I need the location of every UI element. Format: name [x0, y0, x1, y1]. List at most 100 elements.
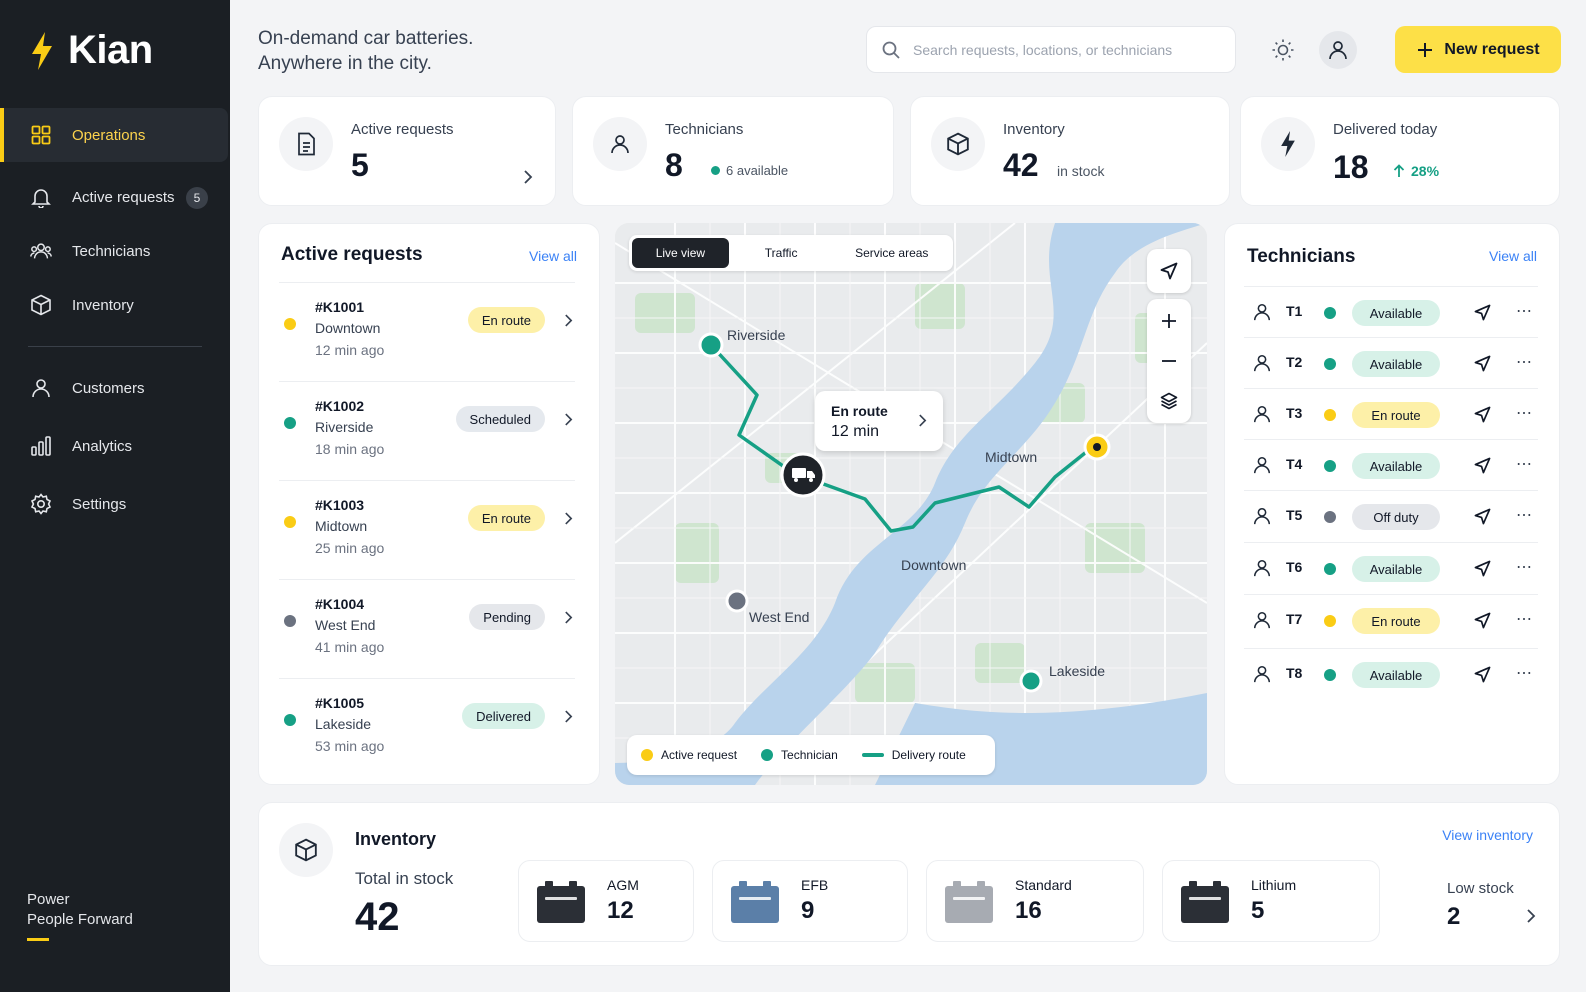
zoom-out-button[interactable]	[1147, 341, 1191, 381]
inventory-tile[interactable]: Standard 16	[926, 860, 1144, 942]
chevron-right-icon[interactable]	[564, 412, 573, 427]
chevron-right-icon[interactable]	[564, 610, 573, 625]
minus-icon	[1162, 360, 1176, 362]
more-options-icon[interactable]: ⋯	[1516, 405, 1533, 422]
status-badge: En route	[1352, 402, 1440, 428]
technician-row[interactable]: T4 Available ⋯	[1244, 439, 1538, 491]
search-input[interactable]	[913, 41, 1213, 58]
sidebar-item-label: Settings	[72, 495, 127, 513]
chevron-right-icon[interactable]	[1526, 908, 1536, 924]
inventory-tile[interactable]: EFB 9	[712, 860, 908, 942]
more-options-icon[interactable]: ⋯	[1516, 456, 1533, 473]
navigation-arrow-icon[interactable]	[1474, 560, 1491, 577]
sidebar-item-active-requests[interactable]: Active requests 5	[0, 170, 230, 224]
locate-button[interactable]	[1147, 249, 1191, 293]
status-badge: Available	[1352, 556, 1440, 582]
more-options-icon[interactable]: ⋯	[1516, 665, 1533, 682]
stat-value: 5	[351, 147, 369, 183]
tab-live-view[interactable]: Live view	[632, 238, 729, 268]
request-row[interactable]: #K1001 Downtown 12 min ago En route	[279, 282, 575, 380]
request-id: #K1005	[315, 695, 365, 711]
sidebar-item-label: Analytics	[72, 437, 133, 455]
more-options-icon[interactable]: ⋯	[1516, 559, 1533, 576]
route-callout[interactable]: En route 12 min	[815, 391, 943, 451]
battery-type: EFB	[801, 877, 829, 893]
search-box[interactable]	[866, 26, 1236, 73]
sidebar-item-inventory[interactable]: Inventory	[0, 278, 230, 332]
inventory-tile[interactable]: AGM 12	[518, 860, 694, 942]
callout-eta: 12 min	[831, 423, 880, 440]
legend-swatch-active	[641, 749, 653, 761]
stat-card-inventory[interactable]: Inventory 42 in stock	[910, 96, 1230, 206]
navigation-arrow-icon[interactable]	[1474, 666, 1491, 683]
map-label-lakeside: Lakeside	[1049, 663, 1106, 679]
chevron-right-icon[interactable]	[564, 511, 573, 526]
more-options-icon[interactable]: ⋯	[1516, 507, 1533, 524]
tab-traffic[interactable]: Traffic	[764, 246, 798, 260]
view-all-technicians-link[interactable]: View all	[1489, 248, 1537, 264]
technician-row[interactable]: T7 En route ⋯	[1244, 594, 1538, 646]
theme-toggle-button[interactable]	[1264, 31, 1302, 69]
tab-service-areas[interactable]: Service areas	[855, 246, 929, 260]
navigation-arrow-icon[interactable]	[1474, 508, 1491, 525]
status-badge: Available	[1352, 662, 1440, 688]
technician-row[interactable]: T3 En route ⋯	[1244, 388, 1538, 440]
search-icon	[882, 41, 900, 59]
status-dot	[1324, 307, 1336, 319]
sidebar-item-customers[interactable]: Customers	[0, 361, 230, 415]
stat-card-delivered-today[interactable]: Delivered today 18 28%	[1240, 96, 1560, 206]
tagline-line1: On-demand car batteries.	[258, 28, 474, 49]
sidebar-item-technicians[interactable]: Technicians	[0, 224, 230, 278]
more-options-icon[interactable]: ⋯	[1516, 354, 1533, 371]
battery-count: 12	[607, 897, 634, 924]
status-dot	[1324, 409, 1336, 421]
low-stock[interactable]: Low stock 2	[1447, 880, 1514, 931]
sidebar-item-analytics[interactable]: Analytics	[0, 419, 230, 473]
view-inventory-link[interactable]: View inventory	[1442, 827, 1533, 843]
sidebar: Kian Operations Active requests 5 Techni…	[0, 0, 230, 992]
technician-row[interactable]: T6 Available ⋯	[1244, 542, 1538, 594]
navigation-arrow-icon[interactable]	[1474, 355, 1491, 372]
battery-icon	[1181, 881, 1229, 923]
more-options-icon[interactable]: ⋯	[1516, 303, 1533, 320]
more-options-icon[interactable]: ⋯	[1516, 611, 1533, 628]
technician-row[interactable]: T8 Available ⋯	[1244, 648, 1538, 700]
status-dot	[284, 615, 296, 627]
stat-card-active-requests[interactable]: Active requests 5	[258, 96, 556, 206]
request-row[interactable]: #K1002 Riverside 18 min ago Scheduled	[279, 381, 575, 479]
sidebar-item-label: Active requests	[72, 188, 175, 206]
layers-button[interactable]	[1147, 381, 1191, 421]
inventory-tile[interactable]: Lithium 5	[1162, 860, 1380, 942]
navigation-arrow-icon[interactable]	[1474, 457, 1491, 474]
zoom-in-button[interactable]	[1147, 301, 1191, 341]
chevron-right-icon[interactable]	[564, 709, 573, 724]
user-icon	[1253, 456, 1271, 474]
view-all-requests-link[interactable]: View all	[529, 248, 577, 264]
request-row[interactable]: #K1005 Lakeside 53 min ago Delivered	[279, 678, 575, 776]
technician-row[interactable]: T1 Available ⋯	[1244, 286, 1538, 338]
navigation-arrow-icon[interactable]	[1474, 304, 1491, 321]
new-request-button[interactable]: New request	[1395, 26, 1561, 73]
navigation-arrow-icon	[1160, 262, 1178, 280]
technician-row[interactable]: T5 Off duty ⋯	[1244, 490, 1538, 542]
locate-control	[1147, 249, 1191, 293]
technician-row[interactable]: T2 Available ⋯	[1244, 337, 1538, 389]
map-label-downtown: Downtown	[901, 557, 967, 573]
request-row[interactable]: #K1004 West End 41 min ago Pending	[279, 579, 575, 677]
sidebar-item-settings[interactable]: Settings	[0, 477, 230, 531]
stat-card-technicians[interactable]: Technicians 8 6 available	[572, 96, 894, 206]
brand[interactable]: Kian	[30, 28, 153, 73]
stat-value: 18	[1333, 149, 1369, 185]
sidebar-item-operations[interactable]: Operations	[0, 108, 228, 162]
slogan-line1: Power	[27, 891, 70, 908]
navigation-arrow-icon[interactable]	[1474, 612, 1491, 629]
request-row[interactable]: #K1003 Midtown 25 min ago En route	[279, 480, 575, 578]
legend-route-label: Delivery route	[891, 748, 966, 762]
technician-name: T1	[1286, 303, 1303, 319]
live-map[interactable]: Live view Traffic Service areas En route…	[615, 223, 1207, 785]
user-icon	[1253, 507, 1271, 525]
user-avatar-button[interactable]	[1319, 31, 1357, 69]
stat-label: Technicians	[665, 121, 744, 138]
chevron-right-icon[interactable]	[564, 313, 573, 328]
navigation-arrow-icon[interactable]	[1474, 406, 1491, 423]
